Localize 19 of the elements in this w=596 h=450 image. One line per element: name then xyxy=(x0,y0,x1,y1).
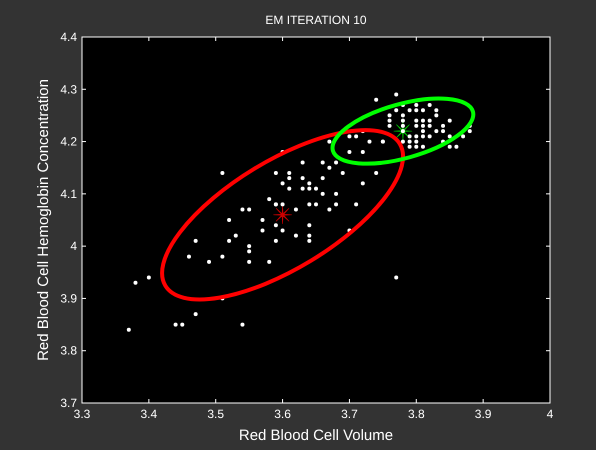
y-tick-label: 4.4 xyxy=(60,30,78,44)
y-tick-label: 4.1 xyxy=(60,186,78,201)
y-tick-label: 4 xyxy=(70,239,78,254)
y-axis-title: Red Blood Cell Hemoglobin Concentration xyxy=(35,79,52,361)
x-tick-label: 3.4 xyxy=(140,407,158,421)
y-tick-label: 3.8 xyxy=(60,344,78,358)
x-tick-label: 3.9 xyxy=(474,407,492,421)
x-tick-label: 3.3 xyxy=(74,407,91,421)
chart-title: EM ITERATION 10 xyxy=(265,13,367,27)
y-tick-label: 4.3 xyxy=(60,82,78,96)
x-tick-label: 3.5 xyxy=(207,407,224,421)
x-tick-label: 3.8 xyxy=(408,407,425,421)
x-axis-title: Red Blood Cell Volume xyxy=(238,427,394,444)
x-tick-label: 3.6 xyxy=(274,407,292,421)
y-tick-label: 3.9 xyxy=(60,291,78,306)
x-tick-label: 4 xyxy=(546,407,554,421)
x-tick-label: 3.7 xyxy=(341,407,358,421)
y-tick-label: 4.2 xyxy=(60,134,78,149)
y-tick-label: 3.7 xyxy=(60,396,78,410)
